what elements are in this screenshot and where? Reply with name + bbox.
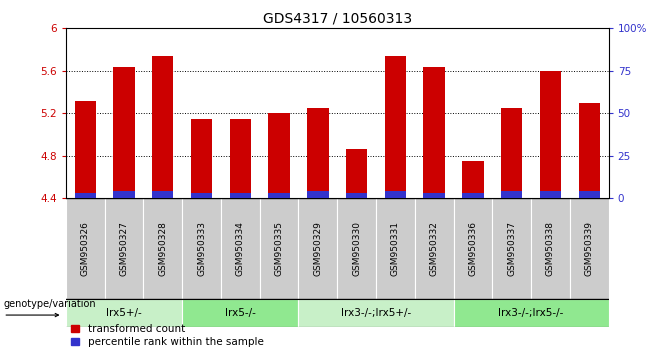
Bar [346, 149, 367, 198]
Bar [191, 193, 212, 198]
Text: GSM950337: GSM950337 [507, 221, 517, 276]
Bar [182, 198, 221, 299]
Bar [221, 198, 260, 299]
Bar [453, 198, 492, 299]
Bar [143, 198, 182, 299]
Text: GSM950333: GSM950333 [197, 221, 206, 276]
Bar [113, 67, 135, 198]
Bar [424, 193, 445, 198]
Bar [74, 193, 96, 198]
Bar [152, 192, 174, 198]
Bar [307, 192, 328, 198]
Bar [74, 101, 96, 198]
Bar [338, 198, 376, 299]
Bar [540, 71, 561, 198]
Bar [191, 119, 212, 198]
Text: GSM950335: GSM950335 [274, 221, 284, 276]
Bar [376, 198, 415, 299]
Bar [463, 161, 484, 198]
Bar [501, 192, 522, 198]
Text: GSM950331: GSM950331 [391, 221, 400, 276]
Text: GSM950329: GSM950329 [313, 221, 322, 276]
Bar [260, 198, 299, 299]
Bar [424, 67, 445, 198]
Bar [501, 108, 522, 198]
Bar [113, 192, 135, 198]
Bar [152, 56, 174, 198]
Text: genotype/variation: genotype/variation [3, 299, 96, 309]
Text: GSM950338: GSM950338 [546, 221, 555, 276]
Bar [385, 192, 406, 198]
Text: GSM950327: GSM950327 [120, 221, 128, 276]
Text: lrx5+/-: lrx5+/- [106, 308, 142, 318]
Text: GSM950332: GSM950332 [430, 221, 439, 276]
Bar [230, 193, 251, 198]
Text: lrx3-/-;lrx5+/-: lrx3-/-;lrx5+/- [341, 308, 411, 318]
Bar [230, 119, 251, 198]
Text: GSM950326: GSM950326 [81, 221, 89, 276]
Bar [299, 198, 337, 299]
Title: GDS4317 / 10560313: GDS4317 / 10560313 [263, 12, 412, 26]
Text: GSM950334: GSM950334 [236, 221, 245, 276]
Bar [66, 299, 182, 327]
Legend: transformed count, percentile rank within the sample: transformed count, percentile rank withi… [71, 324, 264, 347]
Text: GSM950339: GSM950339 [585, 221, 594, 276]
Bar [578, 103, 600, 198]
Bar [66, 198, 105, 299]
Text: GSM950328: GSM950328 [158, 221, 167, 276]
Bar [531, 198, 570, 299]
Bar [105, 198, 143, 299]
Bar [385, 56, 406, 198]
Text: lrx5-/-: lrx5-/- [225, 308, 256, 318]
Bar [492, 198, 531, 299]
Bar [307, 108, 328, 198]
Text: GSM950330: GSM950330 [352, 221, 361, 276]
Bar [540, 192, 561, 198]
Text: lrx3-/-;lrx5-/-: lrx3-/-;lrx5-/- [498, 308, 564, 318]
Bar [463, 193, 484, 198]
Bar [299, 299, 453, 327]
Bar [453, 299, 609, 327]
Bar [415, 198, 453, 299]
Bar [346, 193, 367, 198]
Bar [570, 198, 609, 299]
Bar [268, 113, 290, 198]
Bar [268, 193, 290, 198]
Bar [578, 192, 600, 198]
Text: GSM950336: GSM950336 [468, 221, 478, 276]
Bar [182, 299, 299, 327]
